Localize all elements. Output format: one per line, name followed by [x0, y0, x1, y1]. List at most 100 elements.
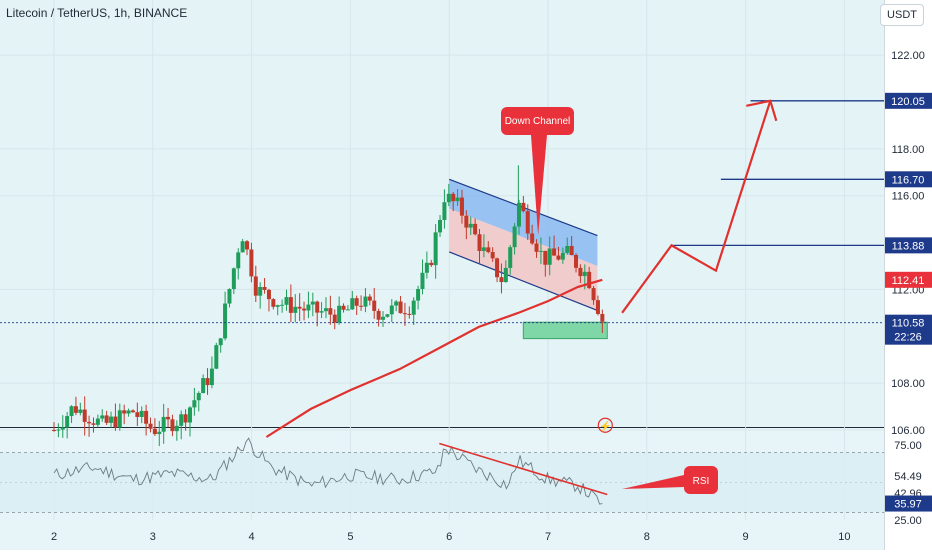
candle-body	[591, 288, 596, 301]
candle-body	[82, 409, 87, 422]
candle-body	[236, 252, 241, 269]
candle-body	[174, 425, 179, 432]
candle-body	[310, 301, 315, 305]
candle-body	[152, 428, 157, 435]
candle-body	[503, 267, 508, 283]
candle-body	[280, 304, 285, 306]
price-level-box	[885, 237, 932, 254]
candle-body	[288, 297, 293, 313]
candle-body	[130, 410, 135, 413]
candle-body	[284, 297, 289, 305]
candle-body	[52, 429, 56, 431]
rsi-tick-label: 75.00	[894, 440, 922, 452]
candle-body	[578, 267, 583, 277]
candle-body	[104, 415, 109, 423]
candle-body	[552, 248, 557, 256]
candle-body	[245, 241, 250, 250]
candle-body	[565, 245, 570, 253]
x-tick-label: 10	[838, 531, 850, 543]
candle-body	[543, 250, 548, 265]
price-level-label: 120.05	[891, 96, 925, 108]
y-tick-label: 118.00	[892, 144, 925, 156]
candle-body	[297, 306, 302, 309]
candle-body	[187, 407, 192, 423]
price-level-box	[885, 271, 932, 288]
candle-body	[332, 314, 337, 323]
candle-body	[499, 277, 504, 283]
candle-body	[227, 289, 232, 304]
candle-body	[446, 193, 451, 203]
candle-body	[376, 310, 381, 320]
candle-body	[192, 400, 197, 408]
candle-body	[139, 410, 144, 417]
channel-upper-zone	[449, 179, 598, 266]
candle-body	[201, 378, 206, 394]
price-level-label: 110.58	[892, 318, 925, 330]
y-tick-label: 116.00	[892, 191, 925, 203]
candle-body	[363, 296, 368, 307]
candle-body	[293, 306, 298, 313]
candle-body	[166, 416, 171, 420]
candle-body	[416, 288, 421, 301]
down-channel-label: Down Channel	[505, 116, 571, 127]
candle-body	[385, 314, 390, 317]
candle-body	[424, 262, 429, 273]
candle-body	[486, 247, 491, 253]
rsi-callout	[684, 466, 718, 494]
rsi-label: RSI	[693, 476, 710, 487]
candle-body	[91, 423, 96, 425]
candle-body	[459, 197, 464, 216]
candle-body	[530, 233, 535, 244]
candle-body	[495, 258, 500, 278]
candle-body	[249, 249, 254, 277]
candle-body	[100, 415, 105, 419]
x-tick-label: 3	[150, 531, 156, 543]
price-level-box	[885, 171, 932, 188]
candle-body	[582, 271, 587, 277]
candle-body	[271, 299, 276, 307]
candle-body	[407, 313, 412, 315]
candle-body	[157, 431, 162, 435]
candle-body	[525, 211, 530, 234]
candle-body	[69, 406, 74, 417]
candle-body	[442, 202, 447, 220]
moving-average-line	[265, 278, 603, 438]
candle-body	[451, 193, 456, 202]
projection-path	[621, 100, 772, 314]
rsi-callout-pointer	[622, 475, 684, 489]
candle-body	[556, 255, 561, 260]
candle-body	[595, 300, 600, 314]
rsi-current-label: 35.97	[894, 499, 922, 511]
candle-body	[275, 305, 280, 307]
y-tick-label: 108.00	[891, 378, 925, 390]
x-tick-label: 6	[446, 531, 452, 543]
candle-body	[433, 232, 438, 266]
candle-body	[398, 301, 403, 314]
channel-lower-line	[448, 251, 598, 312]
candle-body	[394, 301, 399, 306]
candle-body	[508, 247, 513, 268]
candle-body	[266, 289, 271, 300]
projection-arrowhead	[746, 99, 778, 122]
candle-body	[560, 252, 565, 260]
down-channel-callout	[501, 107, 574, 135]
candle-body	[455, 197, 460, 202]
rsi-line	[53, 437, 603, 505]
candle-body	[161, 416, 166, 432]
y-tick-label: 122.00	[891, 50, 925, 62]
currency-button[interactable]: USDT	[880, 4, 924, 26]
candle-body	[359, 305, 364, 307]
candle-body	[209, 368, 214, 386]
x-tick-label: 4	[249, 531, 255, 543]
candle-body	[569, 245, 574, 255]
x-tick-label: 9	[743, 531, 749, 543]
candle-body	[367, 296, 372, 301]
candle-body	[240, 241, 245, 253]
candle-body	[258, 287, 263, 296]
candle-body	[113, 416, 118, 428]
candle-body	[262, 287, 267, 290]
candle-body	[253, 276, 258, 296]
candle-body	[328, 308, 333, 315]
y-tick-label: 106.00	[891, 425, 925, 437]
price-level-box	[885, 92, 932, 109]
